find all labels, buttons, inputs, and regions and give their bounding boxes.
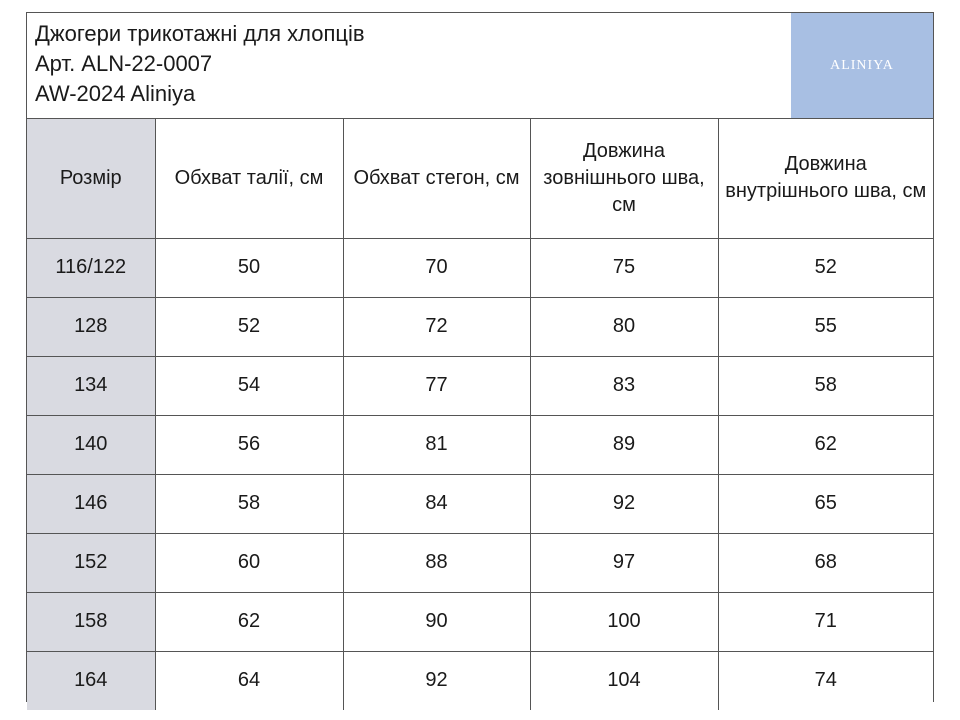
inseam-cell: 62 bbox=[717, 414, 933, 475]
hip-cell: 81 bbox=[342, 414, 531, 475]
outseam-cell: 97 bbox=[529, 532, 719, 593]
inseam-cell: 65 bbox=[717, 473, 933, 534]
waist-cell: 52 bbox=[154, 296, 344, 357]
column-header: Довжина внутрішнього шва, см bbox=[717, 119, 933, 239]
column-header: Розмір bbox=[27, 119, 156, 239]
outseam-cell: 75 bbox=[529, 237, 719, 298]
size-table: Розмір Обхват талії, см Обхват стегон, с… bbox=[27, 119, 933, 710]
chart-header: Джогери трикотажні для хлопців Арт. ALN-… bbox=[27, 13, 933, 119]
waist-cell: 50 bbox=[154, 237, 344, 298]
inseam-cell: 68 bbox=[717, 532, 933, 593]
hip-cell: 92 bbox=[342, 650, 531, 710]
product-title-block: Джогери трикотажні для хлопців Арт. ALN-… bbox=[35, 19, 365, 109]
size-cell: 152 bbox=[27, 532, 156, 593]
outseam-cell: 100 bbox=[529, 591, 719, 652]
outseam-cell: 89 bbox=[529, 414, 719, 475]
outseam-cell: 104 bbox=[529, 650, 719, 710]
column-header: Обхват стегон, см bbox=[342, 119, 531, 239]
inseam-cell: 74 bbox=[717, 650, 933, 710]
inseam-cell: 52 bbox=[717, 237, 933, 298]
outseam-cell: 92 bbox=[529, 473, 719, 534]
column-header: Обхват талії, см bbox=[154, 119, 344, 239]
hip-cell: 70 bbox=[342, 237, 531, 298]
brand-logo: ALINIYA bbox=[791, 13, 933, 118]
outseam-cell: 83 bbox=[529, 355, 719, 416]
waist-cell: 56 bbox=[154, 414, 344, 475]
table-row: 116/122 50 70 75 52 bbox=[27, 237, 933, 298]
size-cell: 140 bbox=[27, 414, 156, 475]
article-number: Арт. ALN-22-0007 bbox=[35, 51, 213, 76]
waist-cell: 58 bbox=[154, 473, 344, 534]
waist-cell: 62 bbox=[154, 591, 344, 652]
size-cell: 134 bbox=[27, 355, 156, 416]
size-cell: 164 bbox=[27, 650, 156, 710]
size-chart-sheet: Джогери трикотажні для хлопців Арт. ALN-… bbox=[26, 12, 934, 710]
table-row: 152 60 88 97 68 bbox=[27, 532, 933, 593]
inseam-cell: 58 bbox=[717, 355, 933, 416]
size-cell: 158 bbox=[27, 591, 156, 652]
product-name: Джогери трикотажні для хлопців bbox=[35, 21, 365, 46]
hip-cell: 72 bbox=[342, 296, 531, 357]
table-header-row: Розмір Обхват талії, см Обхват стегон, с… bbox=[27, 119, 933, 239]
collection-name: AW-2024 Aliniya bbox=[35, 81, 196, 106]
brand-logo-text: ALINIYA bbox=[830, 57, 894, 73]
table-row: 128 52 72 80 55 bbox=[27, 296, 933, 357]
table-row: 134 54 77 83 58 bbox=[27, 355, 933, 416]
outseam-cell: 80 bbox=[529, 296, 719, 357]
waist-cell: 60 bbox=[154, 532, 344, 593]
hip-cell: 84 bbox=[342, 473, 531, 534]
inseam-cell: 71 bbox=[717, 591, 933, 652]
column-header: Довжина зовнішнього шва, см bbox=[529, 119, 719, 239]
size-cell: 128 bbox=[27, 296, 156, 357]
inseam-cell: 55 bbox=[717, 296, 933, 357]
table-row: 146 58 84 92 65 bbox=[27, 473, 933, 534]
waist-cell: 64 bbox=[154, 650, 344, 710]
hip-cell: 77 bbox=[342, 355, 531, 416]
table-row: 158 62 90 100 71 bbox=[27, 591, 933, 652]
hip-cell: 90 bbox=[342, 591, 531, 652]
hip-cell: 88 bbox=[342, 532, 531, 593]
table-row: 164 64 92 104 74 bbox=[27, 650, 933, 710]
size-cell: 116/122 bbox=[27, 237, 156, 298]
size-cell: 146 bbox=[27, 473, 156, 534]
waist-cell: 54 bbox=[154, 355, 344, 416]
table-row: 140 56 81 89 62 bbox=[27, 414, 933, 475]
